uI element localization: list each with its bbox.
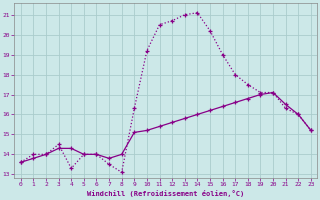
X-axis label: Windchill (Refroidissement éolien,°C): Windchill (Refroidissement éolien,°C) bbox=[87, 190, 244, 197]
